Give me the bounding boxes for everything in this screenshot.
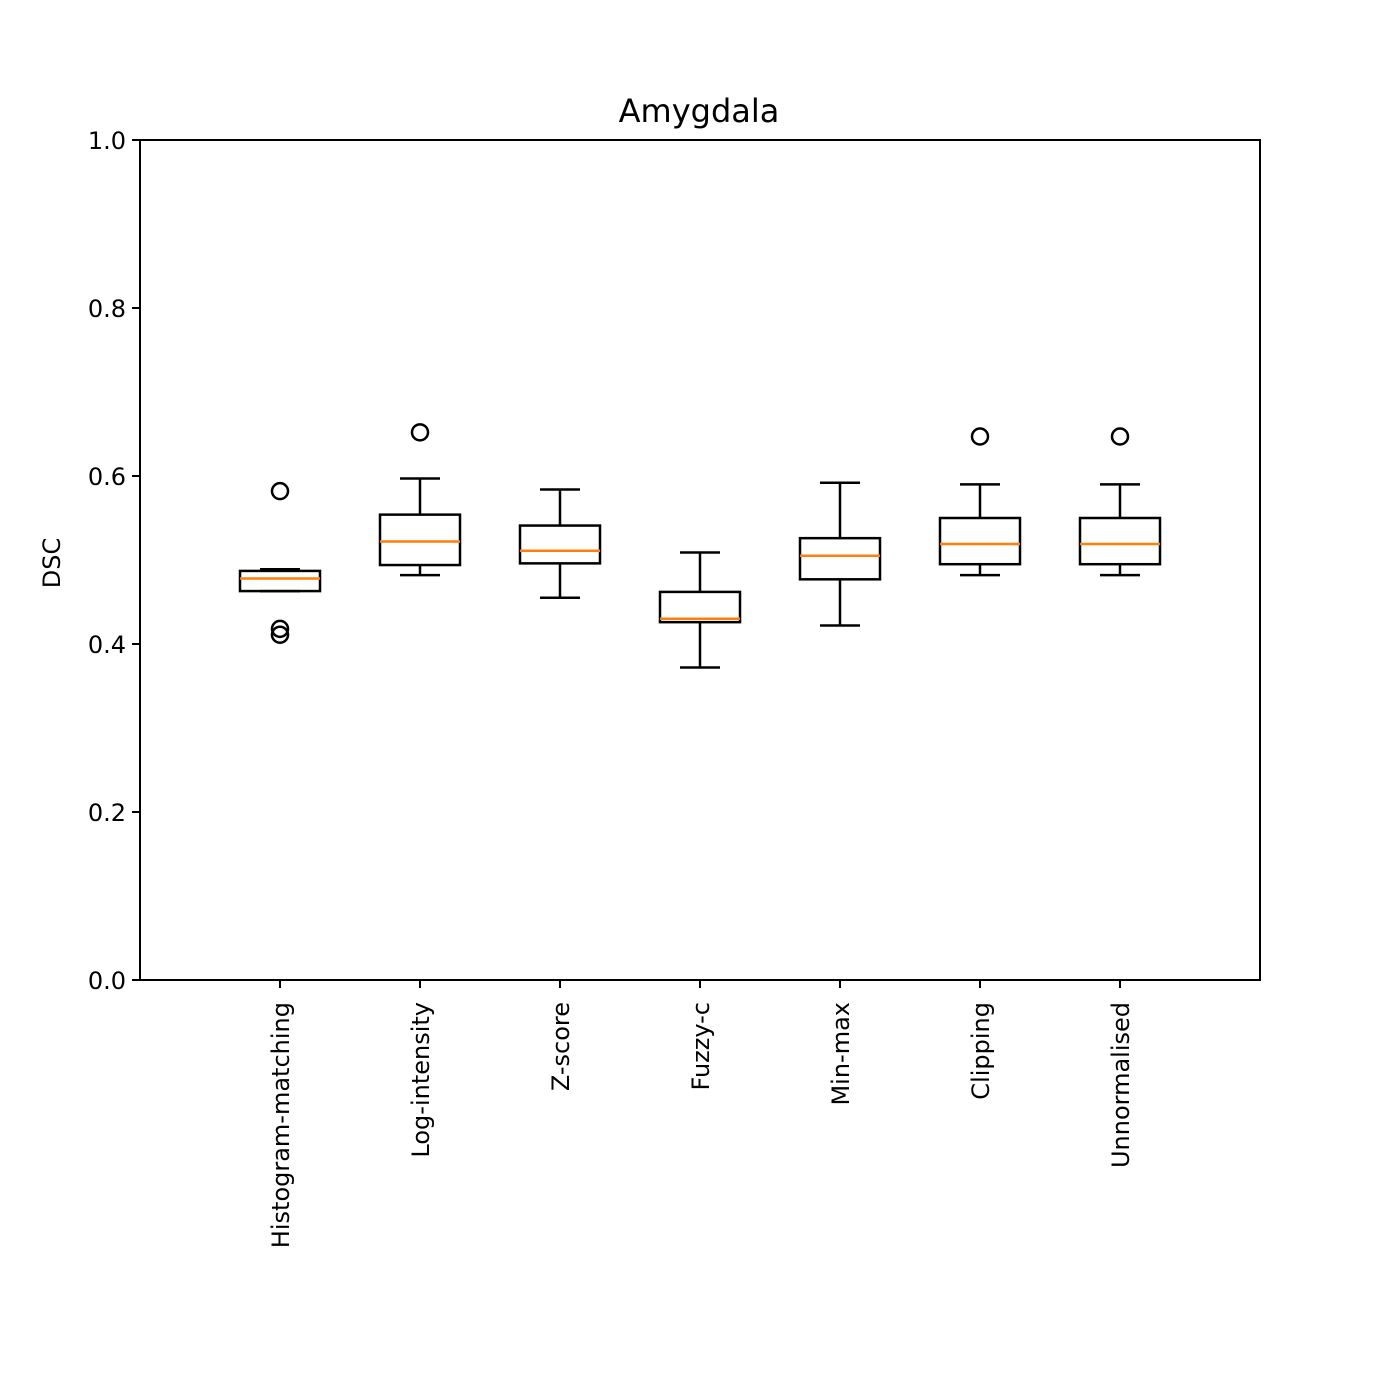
y-tick-label: 0.4 <box>88 631 126 659</box>
plot-marks <box>238 423 1162 669</box>
x-tick-label: Fuzzy-c <box>687 1002 715 1091</box>
box-iqr <box>798 536 882 581</box>
outlier-point <box>270 619 290 639</box>
box-group <box>1078 427 1162 577</box>
box-iqr <box>658 590 742 624</box>
box-iqr <box>518 524 602 565</box>
box-group <box>798 481 882 627</box>
box-group <box>938 427 1022 577</box>
x-tick-label: Min-max <box>827 1002 855 1106</box>
box-iqr <box>238 569 322 593</box>
y-tick-label: 1.0 <box>88 127 126 155</box>
box-iqr <box>1078 516 1162 566</box>
box-iqr <box>938 516 1022 566</box>
y-axis: 0.0 0.2 0.4 0.6 0.8 1.0 <box>88 127 140 995</box>
y-tick-label: 0.2 <box>88 799 126 827</box>
x-tick-label: Histogram-matching <box>267 1002 295 1248</box>
y-tick-label: 0.6 <box>88 463 126 491</box>
x-tick-label: Log-intensity <box>407 1002 435 1158</box>
outlier-point <box>1110 427 1130 446</box>
outlier-point <box>270 625 290 645</box>
y-axis-label: DSC <box>38 538 66 588</box>
box-group <box>238 481 322 645</box>
box-group <box>658 551 742 669</box>
outlier-point <box>270 481 290 501</box>
box-iqr <box>378 513 462 567</box>
y-tick-label: 0.8 <box>88 295 126 323</box>
x-tick-label: Z-score <box>547 1002 575 1091</box>
chart-title: Amygdala <box>619 92 780 130</box>
outlier-point <box>410 423 430 442</box>
x-axis: Histogram-matching Log-intensity Z-score Fu… <box>267 980 1135 1248</box>
y-tick-label: 0.0 <box>88 967 126 995</box>
box-group <box>518 488 602 600</box>
x-tick-label: Unnormalised <box>1107 1002 1135 1168</box>
outlier-point <box>970 427 990 446</box>
x-tick-label: Clipping <box>967 1002 995 1100</box>
box-group <box>378 423 462 577</box>
